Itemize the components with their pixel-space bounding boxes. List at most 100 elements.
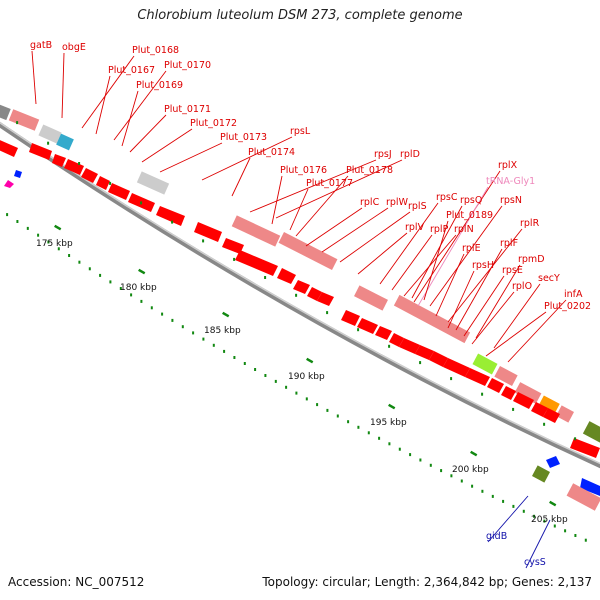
gene-arrow bbox=[64, 159, 84, 175]
leader-line bbox=[485, 311, 547, 357]
gene-arrow bbox=[81, 168, 98, 183]
minor-tick bbox=[564, 529, 567, 533]
gene-label: rplP bbox=[430, 224, 449, 235]
minor-tick bbox=[295, 293, 298, 297]
leader-line bbox=[413, 170, 501, 303]
minor-tick bbox=[491, 494, 494, 498]
gene-label: Plut_0202 bbox=[544, 301, 591, 312]
leader-line bbox=[525, 519, 551, 569]
minor-tick bbox=[99, 273, 102, 277]
major-tick bbox=[54, 224, 62, 231]
minor-tick bbox=[57, 247, 60, 251]
minor-tick bbox=[171, 220, 174, 224]
minor-tick bbox=[140, 299, 143, 303]
gene-block bbox=[472, 353, 498, 375]
gene-arrow bbox=[501, 386, 516, 400]
minor-tick bbox=[326, 311, 329, 315]
minor-tick bbox=[471, 484, 474, 488]
gene-block bbox=[38, 124, 62, 144]
leader-line bbox=[403, 234, 457, 297]
gene-block bbox=[514, 382, 542, 404]
minor-tick bbox=[6, 213, 9, 217]
kbp-label: 205 kbp bbox=[531, 515, 568, 525]
minor-tick bbox=[398, 447, 401, 451]
gene-label: secY bbox=[538, 273, 560, 284]
gene-label: rpsH bbox=[472, 260, 494, 271]
gene-label: rplF bbox=[500, 238, 518, 249]
leader-line bbox=[121, 90, 139, 147]
gene-label: rplV bbox=[405, 222, 425, 233]
minor-tick bbox=[440, 469, 443, 473]
gene-label: rpmD bbox=[518, 254, 545, 265]
minor-tick bbox=[450, 474, 453, 478]
minor-tick bbox=[336, 414, 339, 418]
minor-tick bbox=[574, 437, 577, 441]
minor-tick bbox=[212, 343, 215, 347]
minor-tick bbox=[326, 408, 329, 412]
leader-line bbox=[81, 55, 135, 129]
genome-backbone-highlight bbox=[0, 121, 600, 465]
leader-line bbox=[31, 50, 37, 105]
minor-tick bbox=[502, 499, 505, 503]
minor-tick bbox=[264, 276, 267, 279]
gene-label: rpsQ bbox=[460, 195, 482, 206]
minor-tick bbox=[192, 331, 195, 335]
gene-label-text: gatB obgE Plut_0168 Plut_0167 Plut_0170 Plut_… bbox=[30, 40, 591, 568]
leader-line bbox=[141, 128, 193, 163]
gene-arrow bbox=[465, 368, 490, 386]
minor-tick bbox=[16, 121, 19, 125]
minor-tick bbox=[140, 201, 143, 205]
gene-label: rpsC bbox=[436, 192, 458, 203]
minor-tick bbox=[481, 489, 484, 493]
minor-tick bbox=[409, 453, 412, 457]
leader-line bbox=[231, 157, 251, 197]
minor-tick bbox=[543, 422, 546, 426]
gene-block bbox=[0, 103, 11, 121]
gene-label: tRNA-Gly1 bbox=[486, 176, 535, 187]
minor-tick bbox=[450, 377, 453, 381]
minor-tick bbox=[78, 162, 81, 165]
major-tick bbox=[388, 403, 396, 410]
gene-arrow bbox=[108, 183, 130, 200]
gene-label: rplW bbox=[386, 197, 409, 208]
gene-arrow bbox=[52, 154, 66, 167]
leader-lines bbox=[31, 50, 567, 569]
gene-label: rplR bbox=[520, 218, 540, 229]
gene-label: rplO bbox=[512, 281, 532, 292]
gene-arrow-reverse bbox=[580, 478, 600, 496]
kbp-labels: 175 kbp 180 kbp 185 kbp 190 kbp 195 kbp 200 k… bbox=[36, 224, 568, 525]
leader-line bbox=[435, 253, 465, 317]
gene-block bbox=[354, 285, 388, 311]
minor-tick bbox=[512, 504, 515, 508]
minor-tick bbox=[254, 368, 257, 371]
minor-tick bbox=[37, 233, 40, 237]
gene-block bbox=[56, 133, 74, 151]
gene-arrow bbox=[96, 176, 110, 190]
gene-arrow bbox=[317, 292, 334, 306]
gene-arrow bbox=[429, 351, 448, 367]
gene-arrow bbox=[29, 143, 52, 160]
minor-tick bbox=[522, 509, 525, 513]
gene-label: Plut_0176 bbox=[280, 165, 327, 176]
gene-label: Plut_0174 bbox=[248, 147, 295, 158]
minor-tick bbox=[202, 337, 205, 341]
minor-tick bbox=[233, 356, 236, 359]
minor-tick bbox=[130, 293, 133, 297]
gene-arrow bbox=[156, 206, 185, 226]
gene-arrow bbox=[0, 140, 18, 157]
leader-line bbox=[275, 159, 403, 219]
gene-block-pink bbox=[566, 483, 600, 511]
minor-tick bbox=[202, 239, 205, 243]
gene-arrow bbox=[487, 378, 504, 393]
minor-tick bbox=[243, 362, 246, 365]
gene-block bbox=[582, 421, 600, 443]
leader-line bbox=[305, 207, 363, 247]
gene-arrow bbox=[293, 280, 310, 294]
minor-tick bbox=[47, 240, 50, 244]
minor-tick bbox=[109, 280, 112, 284]
gene-arrow bbox=[375, 326, 392, 340]
minor-tick bbox=[543, 519, 546, 523]
leader-line bbox=[391, 234, 433, 291]
gene-label: Plut_0167 bbox=[108, 65, 155, 76]
